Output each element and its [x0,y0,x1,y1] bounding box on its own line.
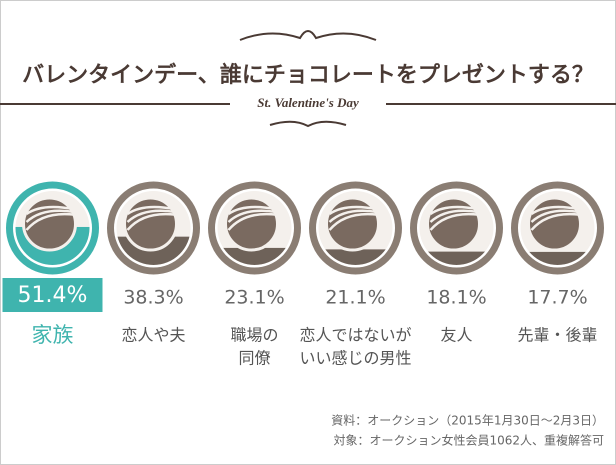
value-box [2,278,103,312]
chocolate [426,196,481,252]
chocolate [22,196,77,252]
ball-line [126,205,176,216]
chocolate [123,196,178,252]
category-label: 恋人や夫 [121,326,185,345]
ring [6,181,99,275]
ring [511,181,604,275]
ring [410,181,503,275]
category-label: いい感じの男性 [299,349,411,368]
ball-line [227,205,277,216]
ball-line [429,212,479,231]
ring [107,181,200,275]
ball-line [126,212,176,231]
ring [309,181,402,275]
category-label: 恋人ではないが [299,326,411,345]
ball-line [530,209,580,223]
value-label: 51.4% [18,283,88,308]
category-label: 家族 [32,323,74,347]
ball-line [530,205,580,216]
ball-line [429,205,479,216]
ball-line [429,209,479,223]
source-note: 資料：オークション（2015年1月30日～2月3日） [331,414,604,428]
ball-line [25,212,75,231]
ball-line [530,212,580,231]
source-note: 対象：オークション女性会員1062人、重複解答可 [333,433,604,448]
ball-line [328,212,378,231]
chocolate [325,196,380,252]
ball-line [25,209,75,223]
ring [208,181,301,275]
category-label: 友人 [440,326,472,345]
ball-line [126,209,176,223]
chart-subtitle: St. Valentine's Day [257,95,359,110]
value-label: 23.1% [224,287,284,309]
value-label: 21.1% [325,287,385,309]
chocolate [527,196,582,252]
ornament [0,30,616,128]
category-label: 先輩・後輩 [517,326,597,345]
ball-line [328,209,378,223]
ball-line [25,205,75,216]
value-label: 38.3% [123,287,183,309]
category-label: 同僚 [238,349,270,368]
category-label: 職場の [230,326,278,345]
chocolate [224,196,279,252]
value-label: 17.7% [527,287,587,309]
ball-line [227,212,277,231]
chart-title: バレンタインデー、誰にチョコレートをプレゼントする？ [22,62,594,88]
ball-line [227,209,277,223]
ball-line [328,205,378,216]
value-label: 18.1% [426,287,486,309]
